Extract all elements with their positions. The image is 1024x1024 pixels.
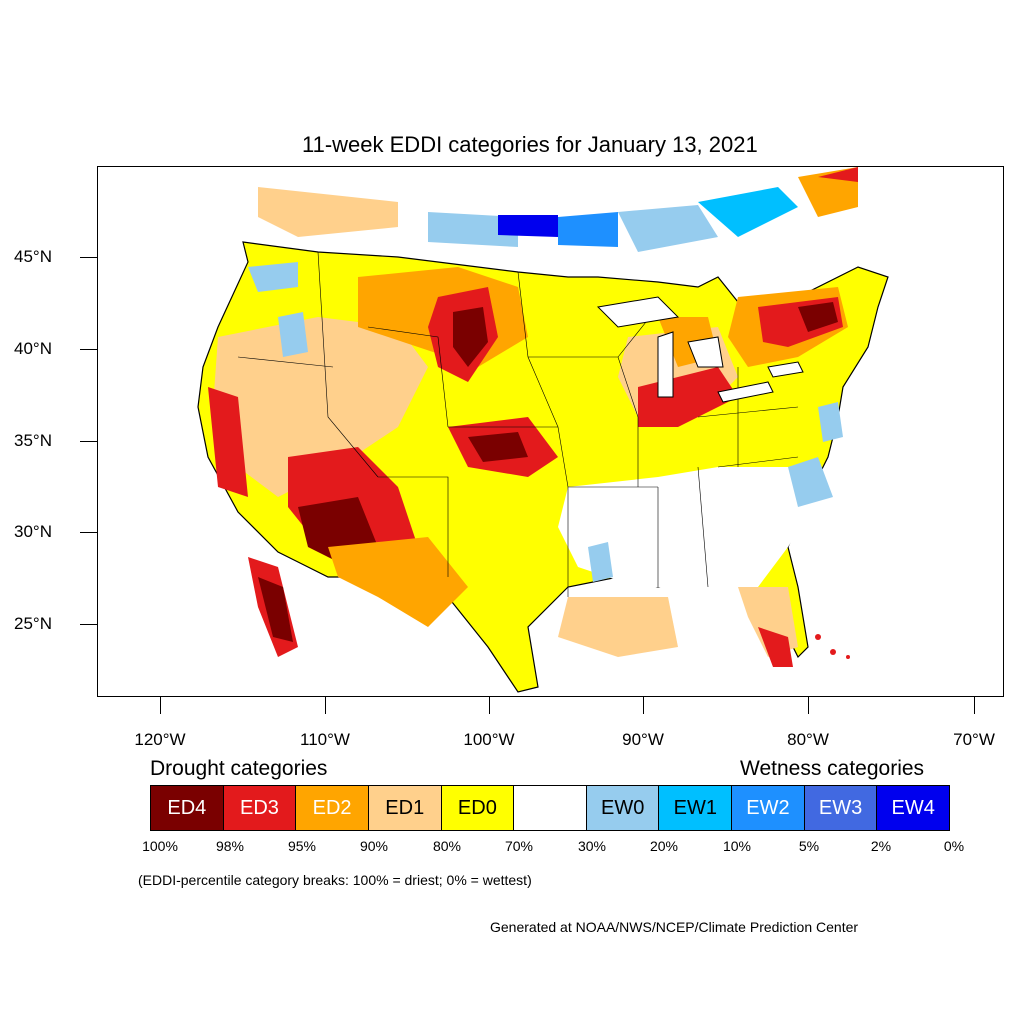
lat-label-25: 25°N	[14, 614, 52, 633]
percentile-label: 80%	[432, 838, 462, 854]
percentile-label: 90%	[359, 838, 389, 854]
legend-swatch-ew0: EW0	[585, 785, 660, 831]
lat-label-40: 40°N	[14, 339, 52, 358]
percentile-label: 20%	[649, 838, 679, 854]
eddi-map	[197, 167, 889, 693]
lon-label-120: 120°W	[134, 730, 186, 749]
lon-tick	[325, 697, 326, 714]
percentile-label: 95%	[287, 838, 317, 854]
percentile-label: 30%	[577, 838, 607, 854]
drought-categories-heading: Drought categories	[150, 757, 328, 780]
lon-label-100: 100°W	[463, 730, 515, 749]
lon-tick	[489, 697, 490, 714]
percentile-label: 0%	[943, 838, 965, 854]
legend-swatch-ew3: EW3	[803, 785, 878, 831]
lon-tick	[643, 697, 644, 714]
legend-swatch-ew2: EW2	[731, 785, 805, 831]
lon-tick	[974, 697, 975, 714]
northern-border-region	[248, 167, 858, 267]
credit-line: Generated at NOAA/NWS/NCEP/Climate Predi…	[490, 919, 859, 935]
percentile-label: 98%	[215, 838, 245, 854]
percentile-label: 10%	[722, 838, 752, 854]
neutral-wet-regions	[248, 262, 843, 667]
lon-label-80: 80°W	[787, 730, 829, 749]
wetness-categories-heading: Wetness categories	[740, 757, 925, 780]
legend-swatch-ed2: ED2	[295, 785, 369, 831]
lat-tick	[80, 441, 97, 442]
percentile-label: 70%	[504, 838, 534, 854]
legend-swatch-neutral	[513, 785, 587, 831]
legend-swatch-ed3: ED3	[222, 785, 297, 831]
lon-label-90: 90°W	[622, 730, 664, 749]
lon-label-110: 110°W	[300, 730, 350, 749]
lat-tick	[80, 532, 97, 533]
map-title: 11-week EDDI categories for January 13, …	[302, 132, 758, 157]
category-breaks-note: (EDDI-percentile category breaks: 100% =…	[138, 872, 532, 888]
state-borders	[237, 251, 799, 597]
lon-tick	[808, 697, 809, 714]
islands	[815, 634, 850, 659]
map-panel	[97, 166, 1004, 697]
lat-tick	[80, 349, 97, 350]
percentile-label: 100%	[142, 838, 178, 854]
lat-tick	[80, 624, 97, 625]
legend-swatch-ew1: EW1	[658, 785, 733, 831]
lat-label-45: 45°N	[14, 247, 52, 266]
lat-tick	[80, 257, 97, 258]
percentile-label: 5%	[798, 838, 820, 854]
lon-label-70: 70°W	[953, 730, 995, 749]
category-legend: ED4 ED3 ED2 ED1 ED0 EW0 EW1 EW2 EW3 EW4	[150, 785, 951, 831]
legend-swatch-ed4: ED4	[150, 785, 224, 831]
lon-tick	[160, 697, 161, 714]
legend-swatch-ed1: ED1	[367, 785, 442, 831]
great-lakes	[596, 296, 804, 403]
legend-swatch-ew4: EW4	[876, 785, 951, 831]
legend-swatch-ed0: ED0	[440, 785, 515, 831]
lat-label-30: 30°N	[14, 522, 52, 541]
lat-label-35: 35°N	[14, 431, 52, 450]
percentile-label: 2%	[870, 838, 892, 854]
